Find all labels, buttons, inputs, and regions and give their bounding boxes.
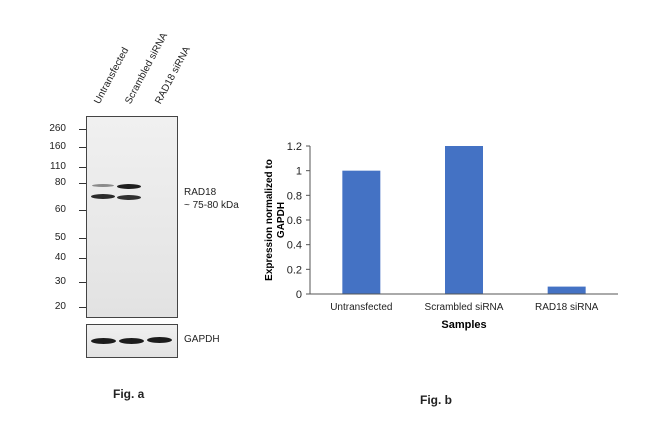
y-tick-label: 0.6 [287,215,302,227]
mw-marker-30: 30 [54,276,66,287]
x-category-label: RAD18 siRNA [535,302,599,313]
mw-marker-60: 60 [54,204,66,215]
mw-marker-110: 110 [50,161,66,172]
mw-marker-260: 260 [49,123,66,134]
mw-marker-80: 80 [54,177,66,188]
target-annotation: RAD18 ~ 75-80 kDa [184,186,239,212]
mw-marker-20: 20 [54,301,66,312]
y-tick-label: 0.2 [287,264,302,276]
y-axis: 0 0.2 0.4 0.6 0.8 1 1.2 [287,141,311,301]
x-axis-label: Samples [441,319,486,331]
mw-tick-110 [79,167,86,168]
y-axis-label-line-1: Expression normalized to [264,159,275,281]
blot-membrane-gapdh [86,324,178,358]
x-axis: Untransfected Scrambled siRNA RAD18 siRNA [310,293,618,313]
band-gapdh-lane2 [119,338,144,344]
y-axis-label: Expression normalized toGAPDH [264,159,287,281]
y-tick-label: 0 [296,289,302,301]
bar-rad18-sirna [547,286,586,294]
bar-scrambled-sirna [445,146,483,294]
mw-tick-60 [79,210,86,211]
mw-tick-40 [79,258,86,259]
band-rad18-upper-lane1 [92,184,114,187]
y-tick-label: 0.8 [287,190,302,202]
mw-marker-50: 50 [54,232,66,243]
bar-untransfected [342,170,381,294]
mw-marker-40: 40 [54,252,66,263]
blot-membrane-main [86,116,178,318]
target-size-label: ~ 75-80 kDa [184,200,239,211]
mw-tick-50 [79,238,86,239]
mw-tick-160 [79,147,86,148]
y-axis-label-line-2: GAPDH [276,202,287,238]
mw-tick-260 [79,129,86,130]
x-category-label: Scrambled siRNA [425,302,504,313]
bars [342,146,586,294]
fig-a-caption: Fig. a [113,387,145,401]
loading-control-label: GAPDH [184,334,220,345]
band-gapdh-lane3 [147,337,172,343]
band-gapdh-lane1 [91,338,116,344]
x-category-label: Untransfected [330,302,392,313]
y-tick-label: 0.4 [287,240,302,252]
target-protein-label: RAD18 [184,187,217,198]
band-rad18-upper-lane2 [117,184,141,189]
y-tick-label: 1.2 [287,141,302,153]
band-rad18-lower-lane2 [117,195,141,200]
mw-tick-80 [79,183,86,184]
mw-tick-30 [79,282,86,283]
y-tick-label: 1 [296,166,302,178]
mw-marker-160: 160 [49,141,66,152]
mw-tick-20 [79,307,86,308]
band-rad18-lower-lane1 [91,194,115,199]
fig-b-caption: Fig. b [420,393,452,407]
